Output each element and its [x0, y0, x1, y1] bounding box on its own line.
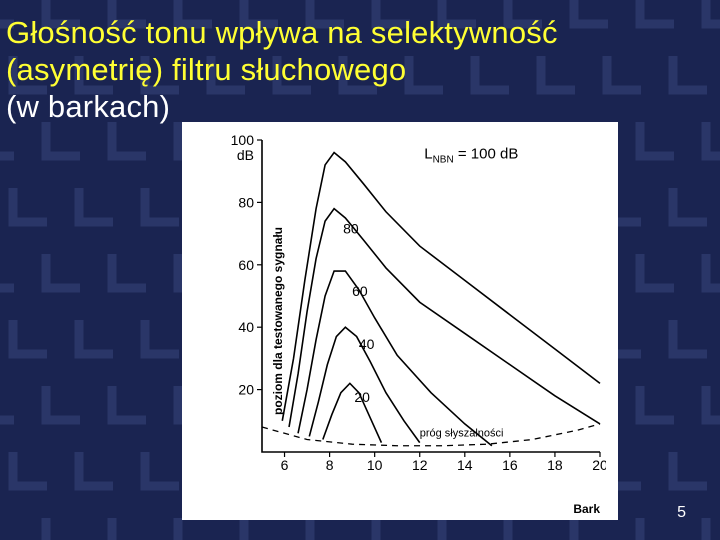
- svg-text:16: 16: [502, 457, 518, 473]
- chart-container: poziom dla testowanego sygnału 204060801…: [182, 122, 618, 520]
- svg-text:6: 6: [281, 457, 289, 473]
- chart-plot-area: 20 40 60 80 100dB 6 8 10 12 14 16 18 20 LNBN = 100 dB…: [226, 134, 606, 478]
- svg-text:60: 60: [238, 257, 254, 273]
- svg-text:40: 40: [238, 319, 254, 335]
- svg-text:dB: dB: [237, 147, 254, 163]
- svg-text:80: 80: [238, 194, 254, 210]
- svg-text:60: 60: [352, 283, 368, 299]
- svg-text:8: 8: [326, 457, 334, 473]
- chart-x-axis-label: Bark: [573, 502, 600, 516]
- slide-title: Głośność tonu wpływa na selektywność (as…: [6, 14, 710, 126]
- svg-text:40: 40: [359, 336, 375, 352]
- chart-svg: 20 40 60 80 100dB 6 8 10 12 14 16 18 20 LNBN = 100 dB…: [226, 134, 606, 478]
- svg-text:100: 100: [231, 134, 255, 148]
- title-line-1: Głośność tonu wpływa na selektywność: [6, 14, 710, 51]
- svg-text:LNBN = 100 dB: LNBN = 100 dB: [424, 146, 518, 166]
- svg-text:10: 10: [367, 457, 383, 473]
- page-number: 5: [677, 504, 686, 522]
- svg-text:próg słyszalności: próg słyszalności: [420, 427, 504, 439]
- svg-text:14: 14: [457, 457, 473, 473]
- svg-text:12: 12: [412, 457, 428, 473]
- svg-text:20: 20: [238, 382, 254, 398]
- title-line-3: (w barkach): [6, 88, 710, 125]
- svg-text:20: 20: [354, 389, 370, 405]
- svg-text:20: 20: [592, 457, 606, 473]
- title-line-2: (asymetrię) filtru słuchowego: [6, 51, 710, 88]
- svg-text:18: 18: [547, 457, 563, 473]
- svg-text:80: 80: [343, 221, 359, 237]
